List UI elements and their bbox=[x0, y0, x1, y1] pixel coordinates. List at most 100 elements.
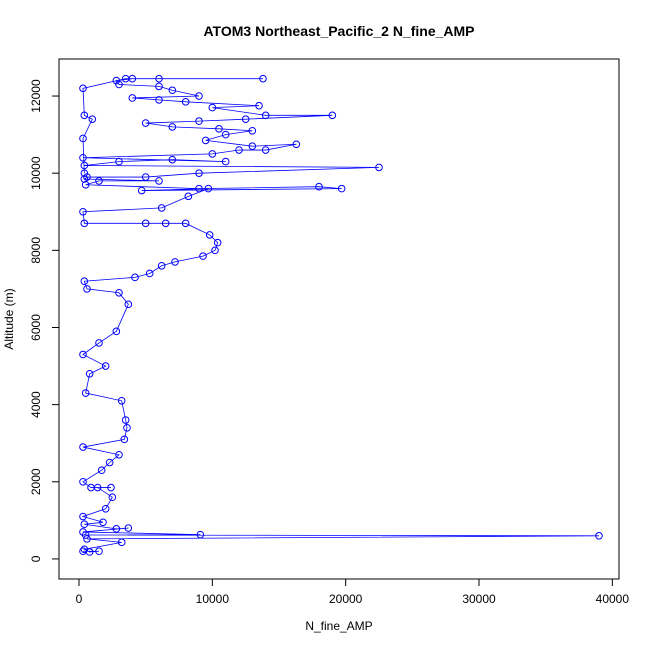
x-tick-label: 20000 bbox=[329, 592, 363, 606]
data-point bbox=[168, 86, 177, 95]
y-tick-label: 10000 bbox=[29, 156, 43, 190]
data-point bbox=[235, 146, 243, 154]
data-point bbox=[261, 111, 270, 120]
data-point bbox=[208, 103, 217, 112]
data-point bbox=[88, 115, 97, 123]
data-point bbox=[95, 547, 103, 556]
data-point bbox=[124, 524, 133, 532]
data-point bbox=[181, 98, 190, 106]
data-point bbox=[83, 173, 91, 181]
data-point bbox=[205, 231, 214, 239]
data-point bbox=[81, 389, 90, 397]
data-point bbox=[79, 350, 87, 359]
data-point bbox=[79, 153, 87, 162]
x-tick-label: 30000 bbox=[462, 592, 496, 606]
data-point bbox=[141, 173, 150, 181]
data-point bbox=[124, 300, 133, 309]
data-point bbox=[171, 258, 179, 266]
data-point bbox=[248, 126, 257, 135]
data-point bbox=[81, 180, 90, 189]
y-tick-label: 4000 bbox=[29, 391, 43, 418]
data-point bbox=[195, 117, 203, 125]
data-point bbox=[145, 269, 154, 278]
data-point bbox=[155, 96, 163, 104]
data-point bbox=[168, 155, 177, 164]
data-point bbox=[79, 84, 87, 93]
data-point bbox=[208, 150, 217, 158]
y-tick-label: 0 bbox=[29, 555, 43, 562]
data-point bbox=[201, 136, 210, 145]
data-point bbox=[101, 362, 110, 370]
data-point bbox=[155, 177, 163, 185]
data-point bbox=[157, 261, 166, 270]
data-point bbox=[80, 545, 89, 554]
data-point bbox=[115, 288, 123, 297]
y-tick-label: 8000 bbox=[29, 237, 43, 264]
data-point bbox=[337, 184, 346, 193]
data-point bbox=[292, 140, 301, 149]
data-point bbox=[375, 163, 383, 172]
data-point bbox=[85, 369, 94, 378]
data-point bbox=[95, 339, 103, 347]
data-point bbox=[83, 285, 91, 293]
data-point bbox=[595, 531, 603, 540]
data-point bbox=[101, 504, 110, 513]
data-point bbox=[79, 512, 87, 521]
data-point bbox=[83, 535, 91, 543]
data-point bbox=[221, 130, 230, 139]
data-point bbox=[79, 134, 87, 143]
y-tick-label: 6000 bbox=[29, 314, 43, 341]
data-point bbox=[80, 520, 89, 529]
data-point bbox=[121, 74, 130, 83]
data-point bbox=[80, 219, 89, 228]
data-point bbox=[120, 435, 129, 444]
data-point bbox=[112, 525, 121, 533]
data-point bbox=[80, 169, 89, 177]
data-point bbox=[221, 157, 230, 166]
data-point bbox=[211, 246, 219, 255]
data-point bbox=[115, 157, 123, 166]
x-tick-label: 10000 bbox=[196, 592, 230, 606]
data-point bbox=[79, 443, 87, 451]
y-axis-label: Altitude (m) bbox=[2, 288, 16, 349]
data-point bbox=[328, 111, 337, 120]
data-point bbox=[184, 192, 193, 201]
data-point bbox=[204, 184, 213, 193]
data-point bbox=[161, 219, 170, 228]
data-point bbox=[195, 169, 203, 177]
data-point bbox=[117, 538, 126, 547]
data-point bbox=[213, 238, 222, 247]
data-point bbox=[99, 518, 107, 527]
data-point bbox=[155, 74, 163, 83]
data-point bbox=[79, 477, 87, 486]
data-point bbox=[115, 80, 123, 89]
data-point bbox=[168, 123, 177, 131]
plot-box bbox=[58, 58, 620, 580]
data-point bbox=[95, 177, 103, 185]
data-point bbox=[196, 530, 205, 539]
data-point bbox=[115, 450, 123, 459]
data-point bbox=[79, 207, 87, 216]
y-tick-label: 12000 bbox=[29, 79, 43, 113]
data-point bbox=[112, 76, 121, 85]
data-point bbox=[107, 483, 115, 492]
data-point bbox=[121, 416, 130, 424]
data-point bbox=[248, 142, 257, 150]
data-point bbox=[195, 184, 203, 193]
chart-title: ATOM3 Northeast_Pacific_2 N_fine_AMP bbox=[203, 23, 474, 39]
data-point bbox=[79, 528, 87, 536]
data-point bbox=[80, 277, 89, 285]
data-point bbox=[181, 219, 190, 228]
data-point bbox=[131, 273, 139, 282]
data-point bbox=[157, 204, 166, 212]
y-tick-label: 2000 bbox=[29, 468, 43, 495]
data-point bbox=[259, 74, 267, 83]
data-point bbox=[215, 125, 223, 133]
data-point bbox=[199, 252, 207, 260]
data-point bbox=[117, 396, 126, 405]
data-point bbox=[255, 101, 263, 110]
data-point bbox=[105, 458, 114, 467]
data-point bbox=[195, 92, 203, 100]
